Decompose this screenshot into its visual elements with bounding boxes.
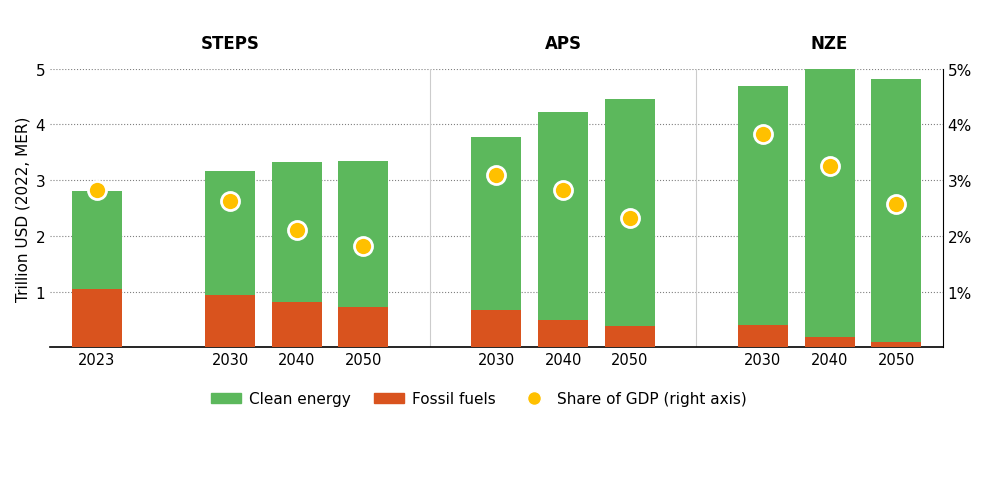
Bar: [871, 80, 920, 342]
Bar: [205, 295, 254, 348]
Text: STEPS: STEPS: [200, 35, 259, 53]
Bar: [604, 326, 654, 348]
Bar: [738, 325, 787, 348]
Legend: Clean energy, Fossil fuels, Share of GDP (right axis): Clean energy, Fossil fuels, Share of GDP…: [204, 385, 751, 412]
Y-axis label: Trillion USD (2022, MER): Trillion USD (2022, MER): [15, 116, 30, 301]
Bar: [804, 70, 854, 338]
Text: APS: APS: [544, 35, 581, 53]
Bar: [604, 100, 654, 326]
Bar: [338, 162, 387, 308]
Bar: [271, 302, 321, 348]
Bar: [537, 113, 588, 320]
Text: NZE: NZE: [810, 35, 847, 53]
Bar: [72, 192, 121, 289]
Bar: [471, 310, 521, 348]
Bar: [871, 342, 920, 348]
Bar: [72, 289, 121, 348]
Bar: [271, 163, 321, 302]
Bar: [338, 308, 387, 348]
Bar: [804, 338, 854, 348]
Bar: [205, 171, 254, 295]
Bar: [537, 320, 588, 348]
Bar: [738, 87, 787, 325]
Bar: [471, 137, 521, 310]
